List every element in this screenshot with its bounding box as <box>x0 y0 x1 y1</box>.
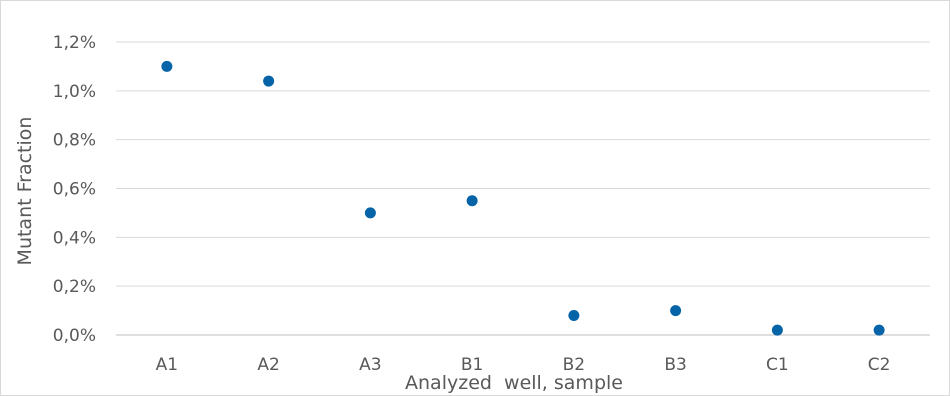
x-axis-ticks: A1 A2 A3 B1 B2 B3 C1 C2 <box>156 355 891 375</box>
data-point <box>873 324 885 336</box>
y-tick-label: 0,8% <box>53 131 96 151</box>
y-axis-ticks: 0,0% 0,2% 0,4% 0,6% 0,8% 1,0% 1,2% <box>53 33 96 346</box>
data-point <box>771 324 783 336</box>
x-tick-label: A3 <box>359 355 381 375</box>
x-axis-title: Analyzed well, sample <box>405 372 623 394</box>
x-tick-label: C2 <box>868 355 891 375</box>
data-point <box>364 207 376 219</box>
data-point <box>568 309 580 321</box>
y-tick-label: 0,4% <box>53 228 96 248</box>
x-tick-label: B3 <box>664 355 686 375</box>
y-tick-label: 0,6% <box>53 180 96 200</box>
data-point <box>161 60 173 72</box>
y-tick-label: 1,0% <box>53 82 96 102</box>
x-tick-label: A2 <box>257 355 279 375</box>
y-axis-title: Mutant Fraction <box>14 117 36 266</box>
y-tick-label: 0,2% <box>53 277 96 297</box>
y-tick-label: 0,0% <box>53 326 96 346</box>
x-tick-label: C1 <box>766 355 789 375</box>
data-point <box>263 75 275 87</box>
data-point <box>466 195 478 207</box>
y-tick-label: 1,2% <box>53 33 96 53</box>
x-tick-label: B2 <box>563 355 585 375</box>
gridlines <box>116 41 930 336</box>
data-point <box>670 305 682 317</box>
x-tick-label: B1 <box>461 355 483 375</box>
x-tick-label: A1 <box>156 355 178 375</box>
data-points <box>161 60 885 336</box>
